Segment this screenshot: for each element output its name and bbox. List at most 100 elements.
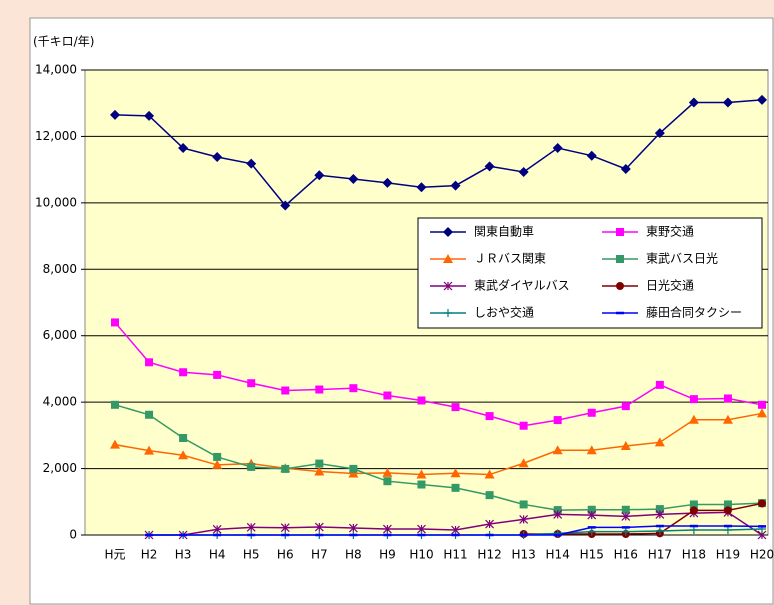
marker bbox=[757, 408, 767, 418]
marker bbox=[417, 396, 426, 405]
marker bbox=[553, 506, 562, 515]
marker bbox=[519, 500, 528, 509]
marker bbox=[348, 173, 359, 184]
x-tick-label: H5 bbox=[243, 548, 260, 562]
marker bbox=[688, 97, 699, 108]
marker bbox=[451, 403, 460, 412]
marker bbox=[722, 414, 733, 424]
marker bbox=[314, 466, 325, 476]
marker bbox=[349, 384, 358, 393]
marker bbox=[247, 379, 256, 388]
marker bbox=[485, 412, 494, 421]
marker bbox=[178, 450, 189, 460]
marker bbox=[247, 462, 256, 471]
marker bbox=[212, 459, 223, 469]
marker bbox=[444, 309, 452, 317]
marker bbox=[688, 414, 699, 424]
marker bbox=[213, 452, 222, 461]
marker bbox=[586, 445, 597, 455]
marker bbox=[723, 394, 732, 403]
y-tick-label: 2,000 bbox=[43, 461, 77, 475]
y-tick-label: 10,000 bbox=[35, 195, 77, 209]
y-axis-label: (千キロ/年) bbox=[33, 35, 94, 49]
legend-label: ＪＲバス関東 bbox=[474, 252, 546, 266]
marker bbox=[280, 523, 290, 533]
marker bbox=[280, 200, 291, 211]
marker bbox=[443, 281, 453, 291]
marker bbox=[212, 152, 223, 163]
marker bbox=[416, 182, 427, 193]
marker bbox=[281, 464, 290, 473]
x-tick-label: H13 bbox=[511, 548, 535, 562]
marker bbox=[654, 437, 665, 447]
marker bbox=[382, 467, 393, 477]
marker bbox=[519, 514, 529, 524]
marker bbox=[655, 505, 664, 514]
marker bbox=[485, 491, 494, 500]
marker bbox=[145, 410, 154, 419]
legend-label: 東武ダイヤルバス bbox=[474, 278, 570, 293]
marker bbox=[587, 510, 597, 520]
marker bbox=[315, 385, 324, 394]
marker bbox=[553, 416, 562, 425]
x-tick-label: H16 bbox=[614, 548, 638, 562]
marker bbox=[689, 500, 698, 509]
marker bbox=[179, 434, 188, 443]
marker bbox=[178, 143, 189, 154]
legend-label: 東野交通 bbox=[646, 224, 694, 239]
y-tick-label: 6,000 bbox=[43, 328, 77, 342]
x-tick-label: H20 bbox=[750, 548, 774, 562]
y-tick-label: 8,000 bbox=[43, 262, 77, 276]
y-tick-label: 4,000 bbox=[43, 395, 77, 409]
marker bbox=[654, 128, 665, 139]
marker bbox=[621, 402, 630, 411]
x-tick-label: H元 bbox=[104, 548, 125, 562]
marker bbox=[689, 395, 698, 404]
marker bbox=[620, 440, 631, 450]
legend-box bbox=[417, 217, 763, 329]
marker bbox=[587, 505, 596, 514]
marker bbox=[349, 464, 358, 473]
marker bbox=[519, 421, 528, 430]
marker bbox=[758, 499, 766, 508]
marker bbox=[655, 527, 664, 536]
marker bbox=[144, 110, 155, 121]
x-tick-label: H19 bbox=[716, 548, 740, 562]
legend-label: 関東自動車 bbox=[474, 225, 534, 239]
marker bbox=[315, 459, 324, 468]
marker bbox=[689, 526, 698, 535]
marker bbox=[723, 506, 732, 515]
legend-label: しおや交通 bbox=[474, 305, 534, 320]
x-tick-label: H7 bbox=[311, 548, 328, 562]
x-tick-label: H6 bbox=[277, 548, 294, 562]
x-tick-label: H10 bbox=[409, 548, 433, 562]
marker bbox=[587, 408, 596, 417]
legend-label: 日光交通 bbox=[646, 278, 694, 293]
marker bbox=[689, 506, 698, 515]
marker bbox=[484, 469, 495, 479]
marker bbox=[111, 400, 119, 409]
marker bbox=[110, 109, 120, 120]
marker bbox=[450, 468, 461, 478]
marker bbox=[587, 527, 596, 536]
marker bbox=[723, 500, 732, 509]
x-tick-label: H17 bbox=[648, 548, 672, 562]
marker bbox=[485, 519, 495, 529]
marker bbox=[348, 523, 358, 533]
marker bbox=[110, 439, 120, 449]
legend-label: 東武バス日光 bbox=[646, 252, 718, 266]
marker bbox=[722, 97, 733, 108]
series-line bbox=[114, 412, 763, 476]
marker bbox=[758, 400, 766, 409]
marker bbox=[655, 509, 665, 519]
marker bbox=[145, 358, 154, 367]
x-tick-label: H2 bbox=[141, 548, 158, 562]
marker bbox=[616, 228, 624, 236]
marker bbox=[348, 468, 359, 478]
y-tick-label: 0 bbox=[69, 528, 77, 542]
marker bbox=[383, 477, 392, 486]
x-tick-label: H15 bbox=[580, 548, 604, 562]
marker bbox=[382, 177, 393, 188]
marker bbox=[655, 380, 664, 389]
